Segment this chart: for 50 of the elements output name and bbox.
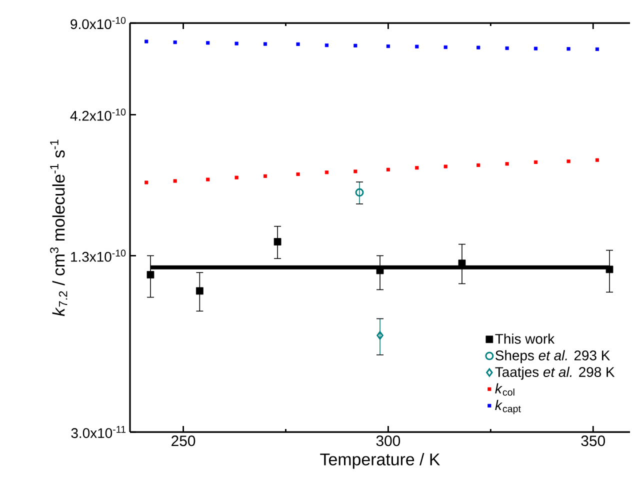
legend-label: Taatjes et al. 298 K [495, 366, 615, 380]
point [296, 172, 300, 176]
point [595, 47, 600, 51]
point [296, 42, 300, 46]
y-tick-label: 1.3x10$^{-10}$ [71, 250, 126, 262]
legend-label: Sheps et al. 293 K [496, 350, 610, 364]
point [173, 40, 177, 44]
point [324, 43, 329, 48]
y-tick-label: 4.2x10$^{-10}$ [70, 108, 126, 121]
point [144, 180, 148, 184]
point [173, 179, 177, 183]
point [476, 163, 480, 167]
x-axis-title: Temperature / K [320, 452, 440, 469]
point [606, 266, 614, 274]
point [234, 42, 238, 46]
y-tick-label: 9.0x10$^{-10}$ [70, 16, 126, 30]
point [386, 168, 390, 172]
point [206, 41, 210, 45]
point [263, 174, 268, 178]
x-tick-label: 300 [376, 436, 400, 446]
point [146, 271, 154, 278]
legend-label: This work [495, 334, 555, 344]
legend-label: k$_{capt}$ [495, 400, 521, 414]
point [566, 160, 570, 164]
point [444, 164, 448, 168]
x-tick-label: 250 [172, 436, 196, 446]
point [263, 42, 268, 46]
y-axis-title: k$_{7.2}$ / cm$^{3}$ molecule$^{-1}$ s$^{-1}$ [50, 140, 68, 316]
point [444, 45, 448, 50]
point [566, 47, 570, 51]
point [386, 44, 390, 48]
point [534, 160, 538, 164]
point [476, 46, 480, 50]
point [234, 176, 238, 180]
x-tick-label: 350 [581, 436, 605, 446]
point [196, 287, 204, 295]
point [144, 40, 148, 44]
point [354, 44, 358, 48]
y-tick-label: 3.0x10$^{-11}$ [71, 426, 126, 438]
legend-label: k$_{col}$ [495, 383, 514, 396]
point [206, 178, 210, 182]
point [324, 170, 329, 174]
point [415, 44, 419, 48]
point [415, 166, 419, 170]
point [505, 46, 509, 50]
point [534, 46, 538, 50]
point [505, 162, 509, 166]
point [274, 238, 282, 246]
point [595, 158, 600, 162]
point [354, 170, 358, 174]
